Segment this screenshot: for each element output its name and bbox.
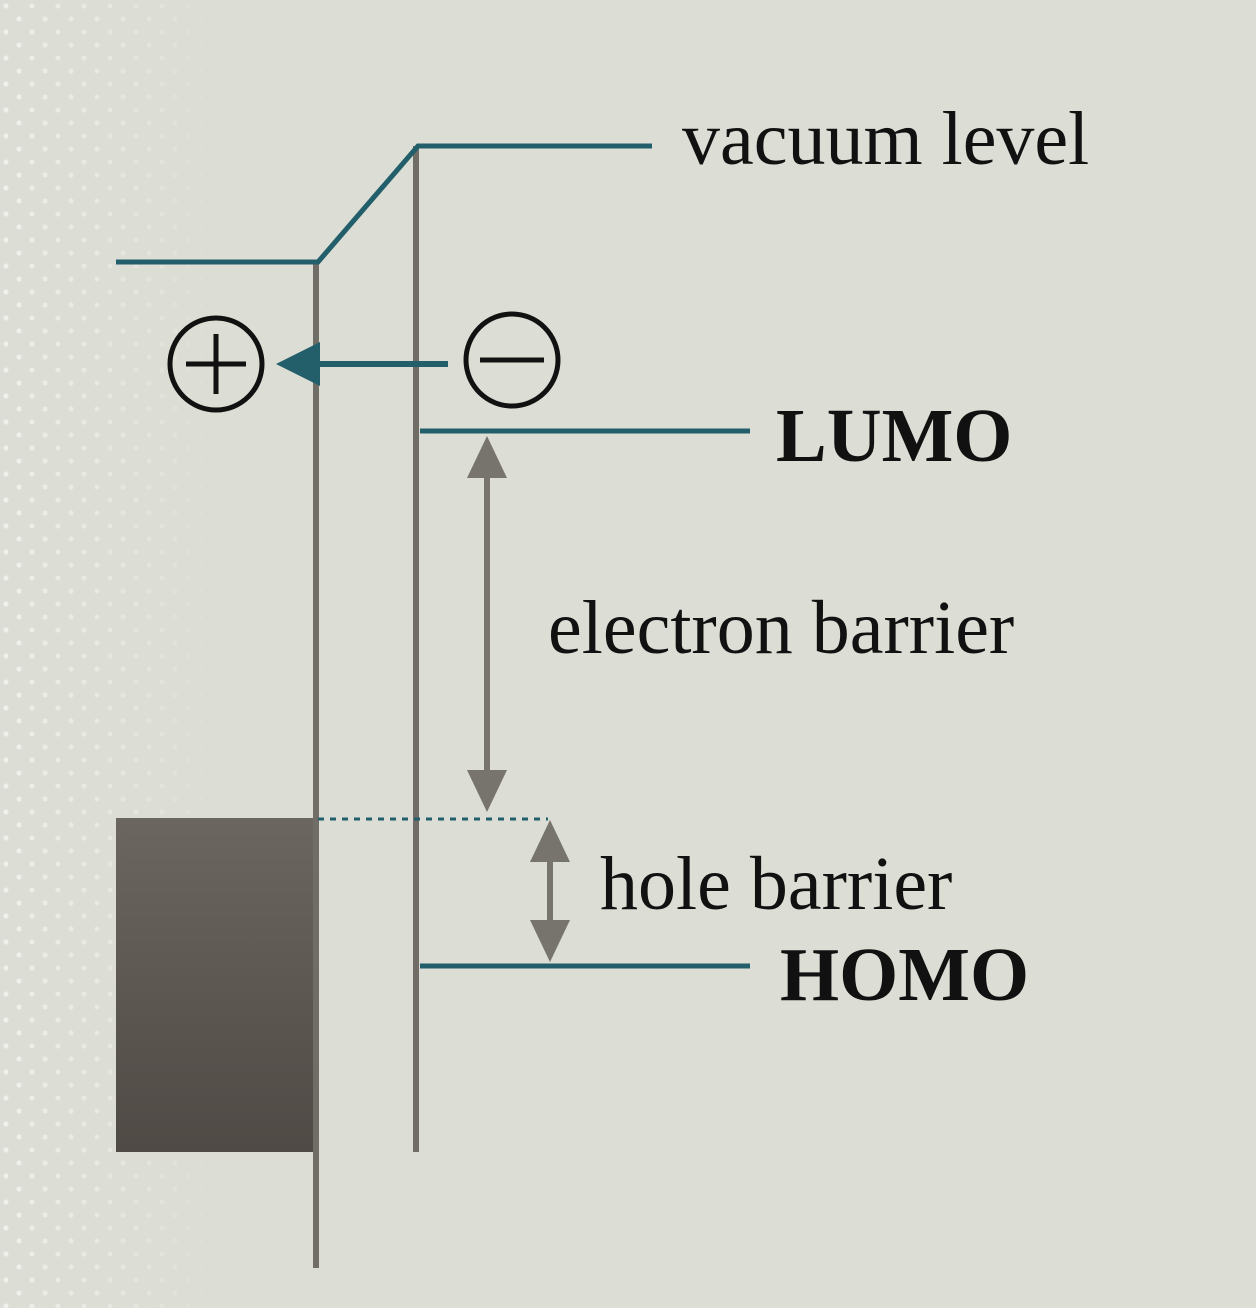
lumo-label: LUMO <box>776 394 1012 478</box>
hole-barrier-arrow <box>530 820 570 962</box>
hole-barrier-label: hole barrier <box>600 842 952 926</box>
electron-barrier-label: electron barrier <box>548 586 1014 670</box>
positive-charge-icon <box>167 315 265 413</box>
negative-charge-icon <box>463 311 561 409</box>
vacuum-level-label: vacuum level <box>682 97 1089 181</box>
electron-barrier-arrow <box>467 436 507 812</box>
electron-transfer-arrow <box>276 342 448 386</box>
homo-label: HOMO <box>780 933 1029 1017</box>
vacuum-level-line <box>116 143 652 265</box>
metal-block <box>116 818 314 1152</box>
